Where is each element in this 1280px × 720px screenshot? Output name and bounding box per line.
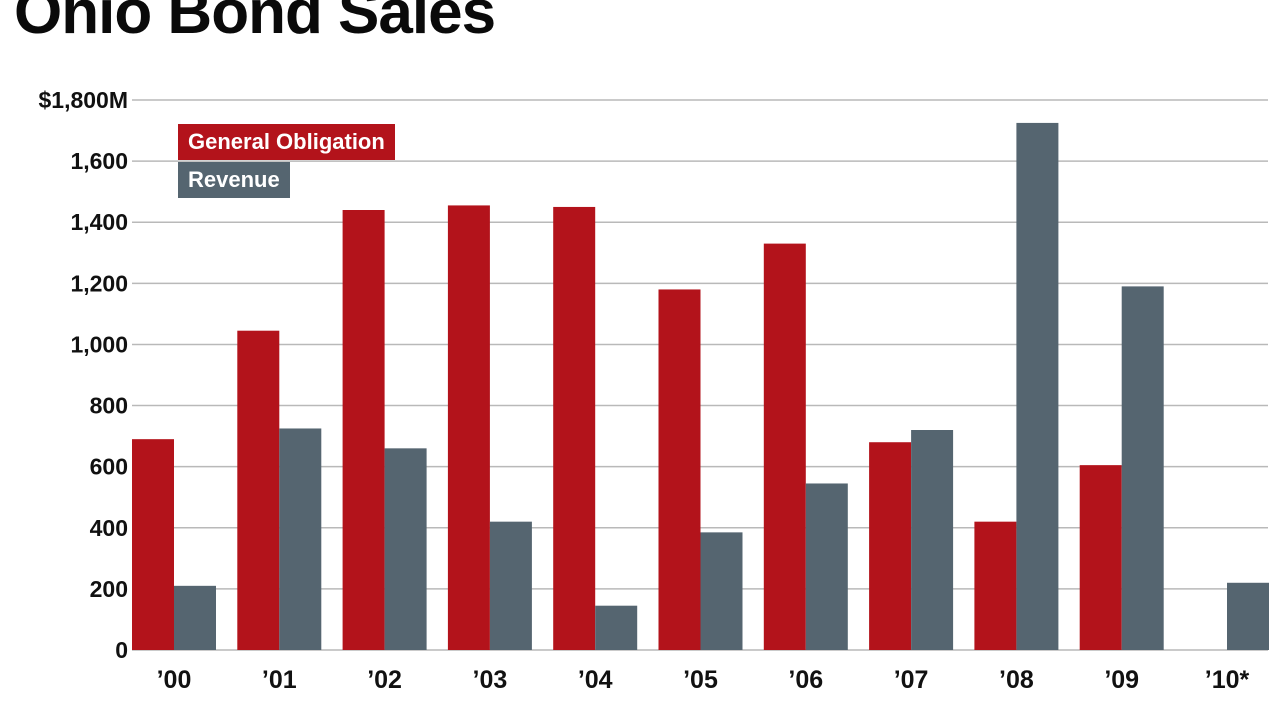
bar-revenue — [1121, 286, 1164, 650]
bar-general-obligation — [1079, 465, 1122, 650]
x-category-label: ’05 — [683, 666, 718, 694]
y-tick-label: $1,800M — [38, 87, 128, 113]
chart-title: Ohio Bond Sales — [14, 0, 496, 47]
y-tick-label: 600 — [90, 454, 128, 480]
bar-revenue — [174, 585, 216, 650]
x-category-label: ’04 — [578, 666, 613, 694]
bar-general-obligation — [237, 330, 280, 650]
x-category-label: ’08 — [999, 666, 1034, 694]
bars — [132, 122, 1269, 650]
y-tick-label: 1,000 — [70, 331, 128, 357]
x-category-label: ’07 — [894, 666, 929, 694]
x-category-label: ’01 — [262, 666, 297, 694]
bar-general-obligation — [553, 206, 596, 650]
x-category-label: ’06 — [788, 666, 823, 694]
y-tick-label: 800 — [90, 393, 128, 419]
bar-revenue — [805, 483, 848, 650]
bar-general-obligation — [132, 439, 174, 650]
legend-general-obligation: General Obligation — [178, 124, 395, 160]
y-tick-label: 1,600 — [70, 148, 128, 174]
y-axis-ticks: 0 200 400 600 800 1,000 1,200 1,400 1,600 $1,800M — [38, 87, 128, 663]
legend-revenue: Revenue — [178, 162, 290, 198]
x-category-label: ’03 — [473, 666, 508, 694]
y-tick-label: 0 — [115, 637, 128, 663]
x-category-label: ’00 — [157, 666, 192, 694]
bar-revenue — [384, 448, 427, 650]
y-tick-label: 200 — [90, 576, 128, 602]
bar-revenue — [700, 532, 743, 650]
bar-revenue — [1227, 582, 1269, 650]
x-category-label: ’10* — [1205, 666, 1250, 694]
bar-general-obligation — [763, 243, 806, 650]
bar-general-obligation — [447, 205, 490, 650]
bar-general-obligation — [869, 442, 912, 650]
x-axis-labels: ’00 ’01 ’02 ’03 ’04 ’05 ’06 ’07 ’08 ’09 ’10* — [157, 666, 1250, 694]
bar-revenue — [279, 428, 322, 650]
bar-revenue — [911, 430, 954, 650]
y-tick-label: 1,200 — [70, 270, 128, 296]
bar-revenue — [489, 521, 532, 650]
x-category-label: ’09 — [1104, 666, 1139, 694]
y-tick-label: 1,400 — [70, 209, 128, 235]
bar-general-obligation — [342, 210, 385, 650]
y-tick-label: 400 — [90, 515, 128, 541]
bar-revenue — [595, 605, 638, 650]
x-category-label: ’02 — [367, 666, 402, 694]
bar-revenue — [1016, 122, 1059, 650]
bar-general-obligation — [974, 521, 1017, 650]
bar-general-obligation — [658, 289, 701, 650]
